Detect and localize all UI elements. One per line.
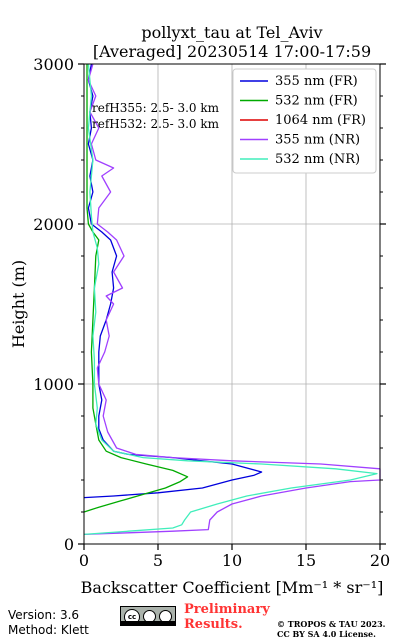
preliminary-line-2: Results. — [184, 617, 243, 632]
version-text: Version: 3.6 — [8, 608, 80, 622]
x-tick-label: 20 — [370, 551, 390, 570]
legend-box — [232, 68, 377, 174]
legend: 355 nm (FR) 532 nm (FR) 1064 nm (FR) 355 nm… — [232, 68, 377, 174]
legend-label: 1064 nm (FR) — [275, 113, 366, 128]
legend-label: 355 nm (FR) — [275, 74, 358, 89]
axis-ticks: 0 5 10 15 20 0 1000 2000 3000 — [33, 55, 390, 570]
series-line-3 — [83, 63, 381, 536]
y-tick-label: 2000 — [33, 215, 74, 234]
legend-label: 355 nm (NR) — [275, 133, 360, 148]
y-tick-label: 1000 — [33, 375, 74, 394]
y-axis-label: Height (m) — [9, 260, 28, 348]
chart-subtitle: [Averaged] 20230514 17:00-17:59 — [93, 42, 371, 61]
x-tick-label: 5 — [153, 551, 163, 570]
series-line-4 — [83, 63, 378, 536]
ref-height-355: refH355: 2.5- 3.0 km — [92, 101, 220, 115]
preliminary-line-1: Preliminary — [184, 602, 270, 617]
y-tick-label: 3000 — [33, 55, 74, 74]
y-tick-label: 0 — [64, 535, 74, 554]
x-axis-label: Backscatter Coefficient [Mm⁻¹ * sr⁻¹] — [81, 578, 384, 597]
x-tick-label: 0 — [79, 551, 89, 570]
copyright-line-1: © TROPOS & TAU 2023. — [277, 619, 386, 629]
ref-height-532: refH532: 2.5- 3.0 km — [92, 117, 220, 131]
x-axis-label-text: Backscatter Coefficient [Mm⁻¹ * sr⁻¹] — [81, 578, 384, 597]
series-lines — [83, 63, 381, 536]
cc-by-sa-badge: cc — [120, 606, 176, 626]
badge-strip — [121, 621, 175, 625]
x-tick-label: 10 — [222, 551, 242, 570]
method-text: Method: Klett — [8, 623, 89, 637]
copyright-line-2: CC BY SA 4.0 License. — [277, 629, 376, 639]
plot-frame — [83, 63, 381, 545]
x-tick-label: 15 — [296, 551, 316, 570]
chart-title: pollyxt_tau at Tel_Aviv — [141, 23, 322, 42]
series-line-1 — [83, 64, 189, 513]
legend-label: 532 nm (NR) — [275, 152, 360, 167]
legend-label: 532 nm (FR) — [275, 94, 358, 109]
